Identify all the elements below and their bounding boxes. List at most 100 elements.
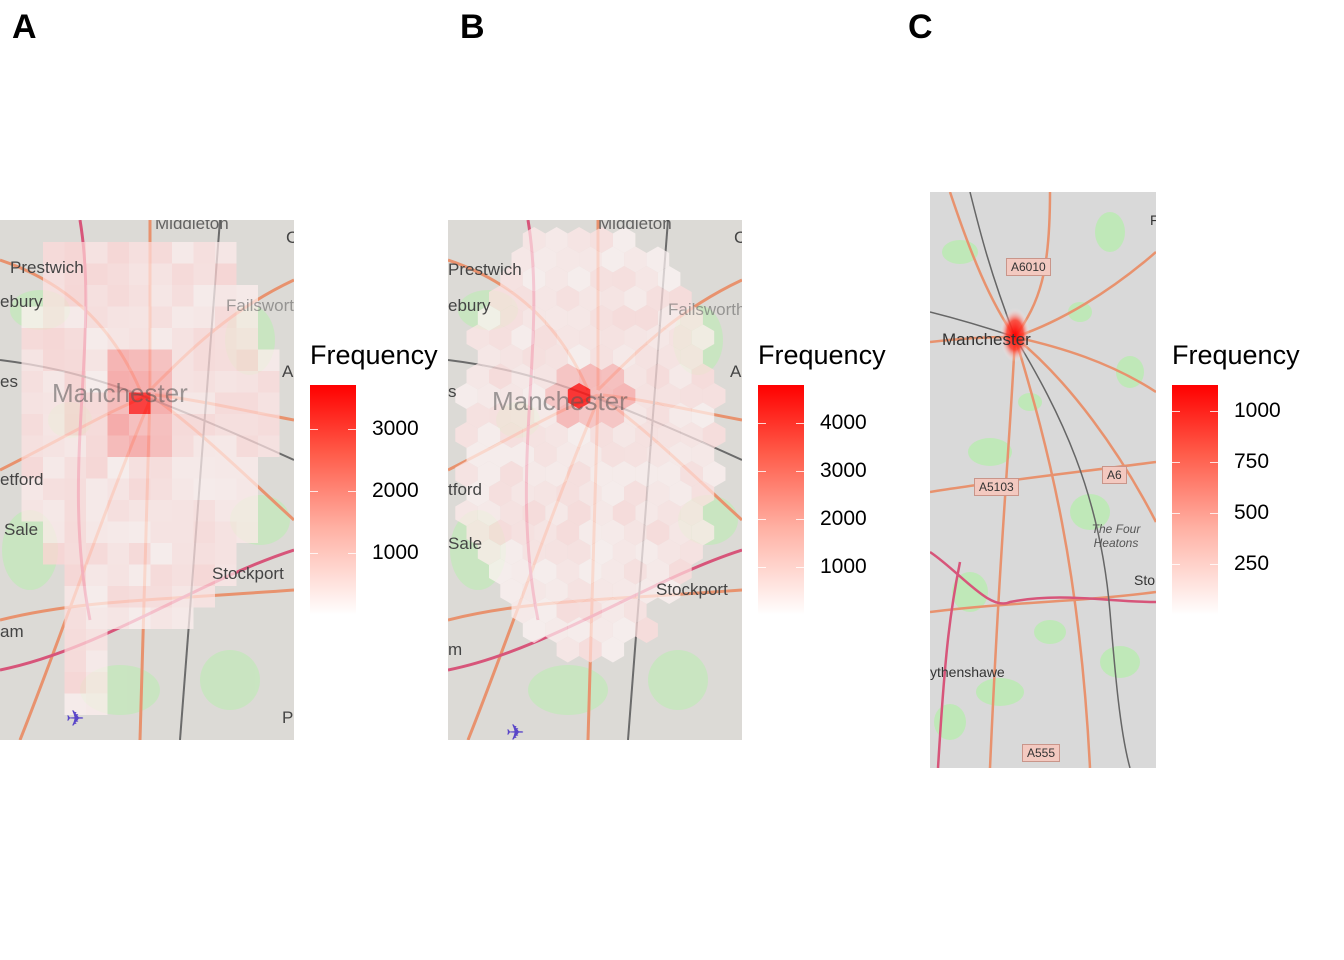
square-bin	[172, 500, 194, 522]
square-bin	[194, 414, 216, 436]
square-bin	[65, 672, 87, 694]
place-label: Failsworth	[226, 296, 294, 316]
legend-tick-label: 1000	[372, 541, 419, 565]
square-bin	[172, 565, 194, 587]
square-bin	[151, 328, 173, 350]
legend-tick-label: 1000	[820, 555, 867, 579]
place-label: P	[282, 708, 293, 728]
square-bin	[108, 264, 130, 286]
square-bin	[65, 328, 87, 350]
square-bin	[129, 479, 151, 501]
square-bin	[43, 350, 65, 372]
square-bin	[108, 500, 130, 522]
legend-tick-label: 2000	[820, 507, 867, 531]
square-bin	[65, 436, 87, 458]
square-bin	[108, 414, 130, 436]
place-label: Middleton	[598, 220, 672, 234]
square-bin	[215, 414, 237, 436]
map-panel-b: Middleton Prestwich ebury Failsworth Man…	[448, 220, 742, 740]
square-bin	[237, 436, 259, 458]
square-bin	[129, 565, 151, 587]
square-bin	[151, 479, 173, 501]
square-bin	[65, 414, 87, 436]
square-bin	[86, 694, 108, 716]
square-bin	[129, 543, 151, 565]
square-bin	[237, 350, 259, 372]
square-bin	[86, 242, 108, 264]
legend-title: Frequency	[310, 340, 438, 371]
legend-title: Frequency	[758, 340, 886, 371]
square-bin	[151, 500, 173, 522]
square-bin	[258, 350, 280, 372]
legend-tick-label: 250	[1234, 552, 1269, 576]
place-label: Prestwich	[448, 260, 522, 280]
square-bin	[65, 629, 87, 651]
square-bin	[151, 457, 173, 479]
square-bin	[86, 285, 108, 307]
square-bin	[258, 393, 280, 415]
square-bin	[65, 586, 87, 608]
square-bin	[215, 457, 237, 479]
square-bin	[237, 479, 259, 501]
square-bin	[194, 436, 216, 458]
square-bin	[194, 350, 216, 372]
square-bin	[86, 629, 108, 651]
square-bin	[22, 414, 44, 436]
place-label: Stockport	[656, 580, 728, 600]
legend-c: Frequency 1000 750 500 250	[1172, 340, 1312, 620]
place-label: Middleton	[155, 220, 229, 234]
square-bin	[172, 307, 194, 329]
place-label: Manchester	[52, 378, 188, 409]
square-bin	[194, 307, 216, 329]
square-bin	[237, 457, 259, 479]
square-bin	[194, 586, 216, 608]
square-bin	[65, 479, 87, 501]
square-bin	[172, 457, 194, 479]
square-bin	[43, 500, 65, 522]
square-bin	[129, 500, 151, 522]
square-bin	[129, 586, 151, 608]
square-bin	[86, 543, 108, 565]
airport-icon: ✈	[506, 720, 524, 740]
place-label: ebury	[0, 292, 43, 312]
square-bin	[22, 500, 44, 522]
square-bin	[22, 350, 44, 372]
legend-tick-label: 3000	[372, 417, 419, 441]
square-bin	[43, 285, 65, 307]
square-bin	[86, 479, 108, 501]
square-bin	[129, 264, 151, 286]
legend-tick-label: 1000	[1234, 399, 1281, 423]
place-label: Manchester	[492, 386, 628, 417]
square-bin	[108, 285, 130, 307]
square-bin	[65, 565, 87, 587]
panel-letter-b: B	[460, 8, 485, 47]
square-bin	[22, 371, 44, 393]
road-shield: A555	[1022, 744, 1060, 762]
square-bin	[108, 565, 130, 587]
square-bin	[151, 436, 173, 458]
square-bin	[237, 500, 259, 522]
airport-icon: ✈	[66, 706, 84, 732]
square-bin	[86, 414, 108, 436]
square-bin	[43, 543, 65, 565]
square-bin	[86, 457, 108, 479]
square-bin	[172, 543, 194, 565]
square-bin	[215, 264, 237, 286]
square-bin	[215, 479, 237, 501]
panel-letter-a: A	[12, 8, 37, 47]
square-bin	[215, 543, 237, 565]
legend-b: Frequency 4000 3000 2000 1000	[758, 340, 894, 620]
square-bin	[151, 586, 173, 608]
square-bin	[108, 328, 130, 350]
square-bin	[215, 436, 237, 458]
hex-bin-layer	[448, 220, 742, 740]
square-bin	[108, 457, 130, 479]
square-bin	[43, 522, 65, 544]
square-bin	[194, 479, 216, 501]
square-bin	[237, 522, 259, 544]
square-bin	[22, 328, 44, 350]
place-label: Stockport	[212, 564, 284, 584]
place-label: Sto	[1134, 572, 1155, 588]
square-bin	[43, 457, 65, 479]
square-bin	[237, 371, 259, 393]
